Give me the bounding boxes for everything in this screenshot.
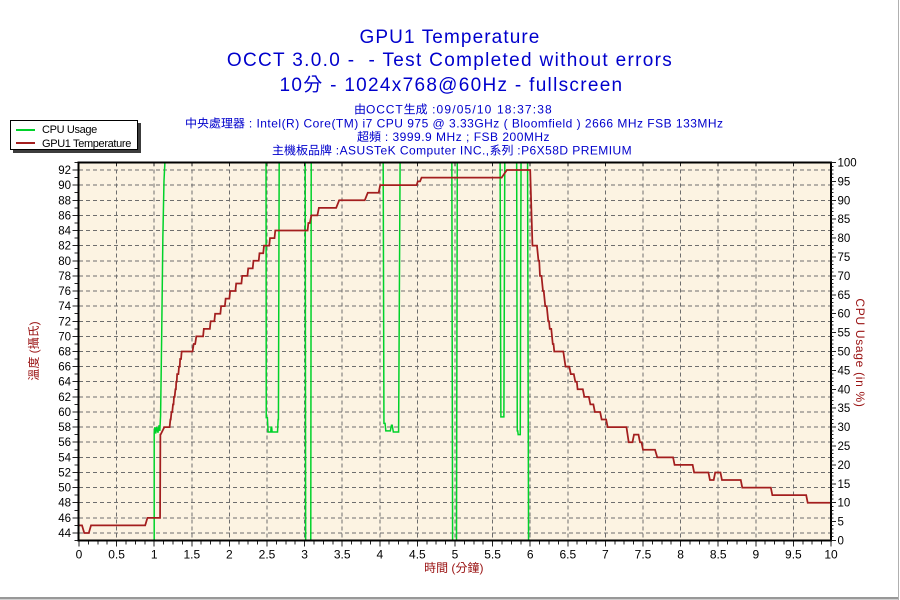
svg-text:9: 9 [752, 548, 759, 562]
svg-text:35: 35 [838, 403, 851, 415]
svg-text:60: 60 [58, 407, 71, 419]
svg-text:82: 82 [58, 241, 71, 253]
svg-text:65: 65 [838, 290, 851, 302]
svg-text:70: 70 [838, 271, 851, 283]
svg-text:70: 70 [58, 331, 71, 343]
svg-text:): ) [27, 321, 41, 325]
svg-text::09/05/10 18:37:38: :09/05/10 18:37:38 [428, 103, 553, 117]
svg-text:84: 84 [58, 226, 71, 238]
svg-text:0: 0 [76, 548, 83, 562]
svg-text:1: 1 [151, 548, 158, 562]
svg-text:CPU Usage (in %): CPU Usage (in %) [853, 298, 867, 407]
svg-text:44: 44 [58, 528, 71, 540]
svg-text:2.5: 2.5 [259, 548, 276, 562]
svg-text:50: 50 [58, 483, 71, 495]
svg-text:48: 48 [58, 498, 71, 510]
svg-text:62: 62 [58, 392, 71, 404]
svg-text:4.5: 4.5 [409, 548, 426, 562]
svg-text:3: 3 [301, 548, 308, 562]
svg-text:80: 80 [58, 256, 71, 268]
svg-text:8: 8 [677, 548, 684, 562]
svg-text:: Intel(R) Core(TM) i7 CPU 975: : Intel(R) Core(TM) i7 CPU 975 @ 3.33GHz… [245, 117, 724, 131]
svg-text:9.5: 9.5 [785, 548, 802, 562]
svg-text:0.5: 0.5 [108, 548, 125, 562]
svg-text:46: 46 [58, 513, 71, 525]
svg-text:4: 4 [376, 548, 383, 562]
svg-text:15: 15 [838, 479, 851, 491]
svg-text:5: 5 [452, 548, 459, 562]
svg-text:52: 52 [58, 467, 71, 479]
svg-text:- 1024x768@60Hz - fullscreen: - 1024x768@60Hz - fullscreen [324, 75, 624, 96]
svg-text:3.5: 3.5 [334, 548, 351, 562]
svg-text:5: 5 [838, 517, 844, 529]
svg-text:40: 40 [838, 384, 851, 396]
svg-text:88: 88 [58, 195, 71, 207]
svg-text:(: ( [448, 561, 455, 575]
svg-text:68: 68 [58, 347, 71, 359]
svg-text:90: 90 [838, 195, 851, 207]
svg-text:10: 10 [838, 498, 851, 510]
svg-text:1.5: 1.5 [183, 548, 200, 562]
svg-text:50: 50 [838, 347, 851, 359]
svg-text:72: 72 [58, 316, 71, 328]
svg-text:64: 64 [58, 377, 71, 389]
svg-text:90: 90 [58, 180, 71, 192]
svg-text:54: 54 [58, 452, 71, 464]
svg-text::ASUSTeK Computer INC.,: :ASUSTeK Computer INC., [332, 144, 490, 158]
svg-text:85: 85 [838, 214, 851, 226]
svg-text:75: 75 [838, 252, 851, 264]
svg-text:80: 80 [838, 233, 851, 245]
svg-text::P6X58D PREMIUM: :P6X58D PREMIUM [514, 144, 633, 158]
svg-text:): ) [479, 561, 483, 575]
svg-text:20: 20 [838, 460, 851, 472]
svg-text:58: 58 [58, 422, 71, 434]
svg-text:0: 0 [838, 536, 844, 548]
svg-text:78: 78 [58, 271, 71, 283]
svg-text:10: 10 [280, 75, 304, 96]
svg-text:6.5: 6.5 [559, 548, 576, 562]
svg-text:2: 2 [226, 548, 233, 562]
svg-text:30: 30 [838, 422, 851, 434]
svg-text:86: 86 [58, 210, 71, 222]
svg-text:66: 66 [58, 362, 71, 374]
svg-text:95: 95 [838, 176, 851, 188]
svg-text:100: 100 [838, 158, 857, 170]
svg-text:76: 76 [58, 286, 71, 298]
svg-text:7: 7 [602, 548, 609, 562]
svg-text:74: 74 [58, 301, 71, 313]
svg-text:: 3999.9 MHz ; FSB 200MHz: : 3999.9 MHz ; FSB 200MHz [381, 130, 550, 144]
svg-text:6: 6 [527, 548, 534, 562]
svg-text:25: 25 [838, 441, 851, 453]
svg-text:(: ( [27, 349, 41, 356]
svg-text:60: 60 [838, 309, 851, 321]
svg-text:7.5: 7.5 [635, 548, 652, 562]
svg-text:OCCT: OCCT [366, 103, 404, 117]
svg-text:10: 10 [824, 548, 838, 562]
svg-text:56: 56 [58, 437, 71, 449]
svg-text:5.5: 5.5 [484, 548, 501, 562]
svg-text:45: 45 [838, 365, 851, 377]
svg-text:8.5: 8.5 [710, 548, 727, 562]
svg-text:55: 55 [838, 328, 851, 340]
svg-text:92: 92 [58, 165, 71, 177]
